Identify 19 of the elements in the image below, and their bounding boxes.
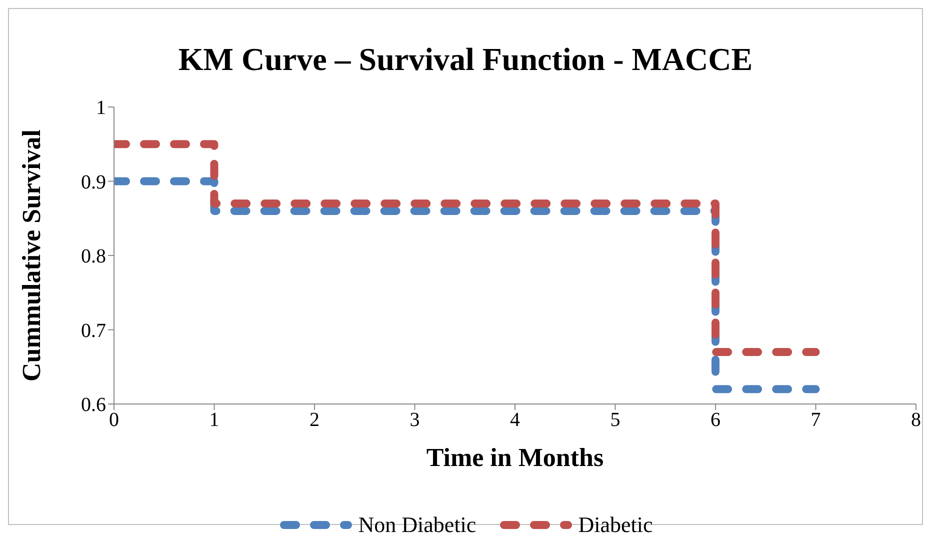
y-axis-title: Cummulative Survival [17,129,46,382]
x-tick-label: 2 [310,409,320,432]
y-tick-label: 1 [96,97,106,120]
y-tick-label: 0.7 [81,320,106,342]
x-axis-title: Time in Months [426,443,604,472]
y-tick-label: 0.8 [81,246,106,268]
x-tick-label: 6 [710,409,720,432]
y-tick-label: 0.6 [81,394,106,416]
x-tick-label: 7 [810,409,821,432]
legend-label: Non Diabetic [358,512,476,533]
legend-label: Diabetic [578,512,653,533]
x-tick-label: 0 [109,409,119,432]
x-tick-label: 3 [410,409,420,432]
x-tick-label: 5 [610,409,620,432]
y-tick-label: 0.9 [81,171,106,194]
x-tick-label: 8 [911,409,921,432]
chart-title: KM Curve – Survival Function - MACCE [177,40,754,79]
x-tick-label: 4 [510,409,520,432]
x-tick-label: 1 [209,409,220,432]
